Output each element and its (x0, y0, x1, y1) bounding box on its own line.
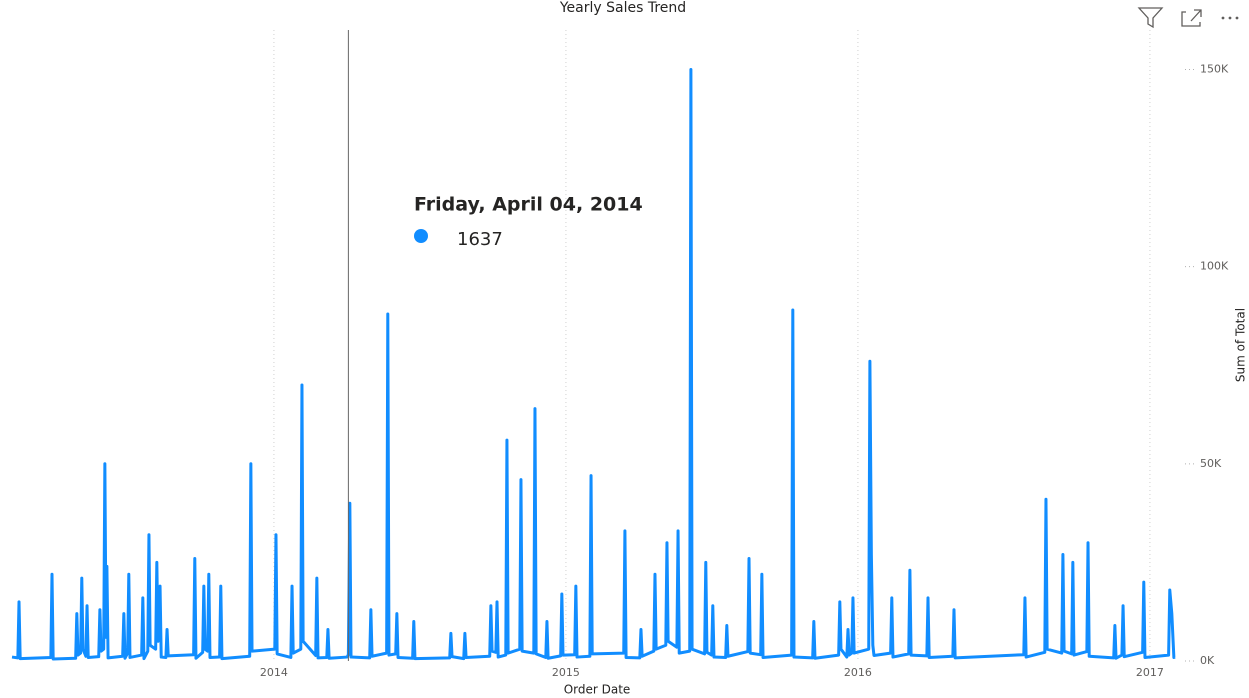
line (11, 67, 1176, 661)
y-tick-label: 0K (1200, 654, 1215, 667)
y-tick-label: 100K (1200, 260, 1229, 273)
x-tick-label: 2017 (1136, 666, 1164, 679)
visual-header[interactable] (1137, 7, 1239, 29)
tooltip-title: Friday, April 04, 2014 (414, 194, 643, 216)
y-tick-label: 50K (1200, 457, 1222, 470)
x-tick-label: 2014 (260, 666, 288, 679)
tooltip-value: 1637 (457, 229, 503, 250)
y-tick-label: 150K (1200, 62, 1229, 75)
tooltip-marker (414, 229, 428, 243)
y-axis-title: Sum of Total (1234, 308, 1248, 382)
chart-title: Yearly Sales Trend (559, 0, 686, 16)
x-axis-title: Order Date (564, 683, 631, 697)
x-tick-label: 2015 (552, 666, 580, 679)
x-tick-label: 2016 (844, 666, 872, 679)
focus-icon[interactable] (1181, 9, 1202, 27)
more-icon[interactable] (1221, 16, 1239, 20)
filter-icon[interactable] (1137, 7, 1164, 29)
